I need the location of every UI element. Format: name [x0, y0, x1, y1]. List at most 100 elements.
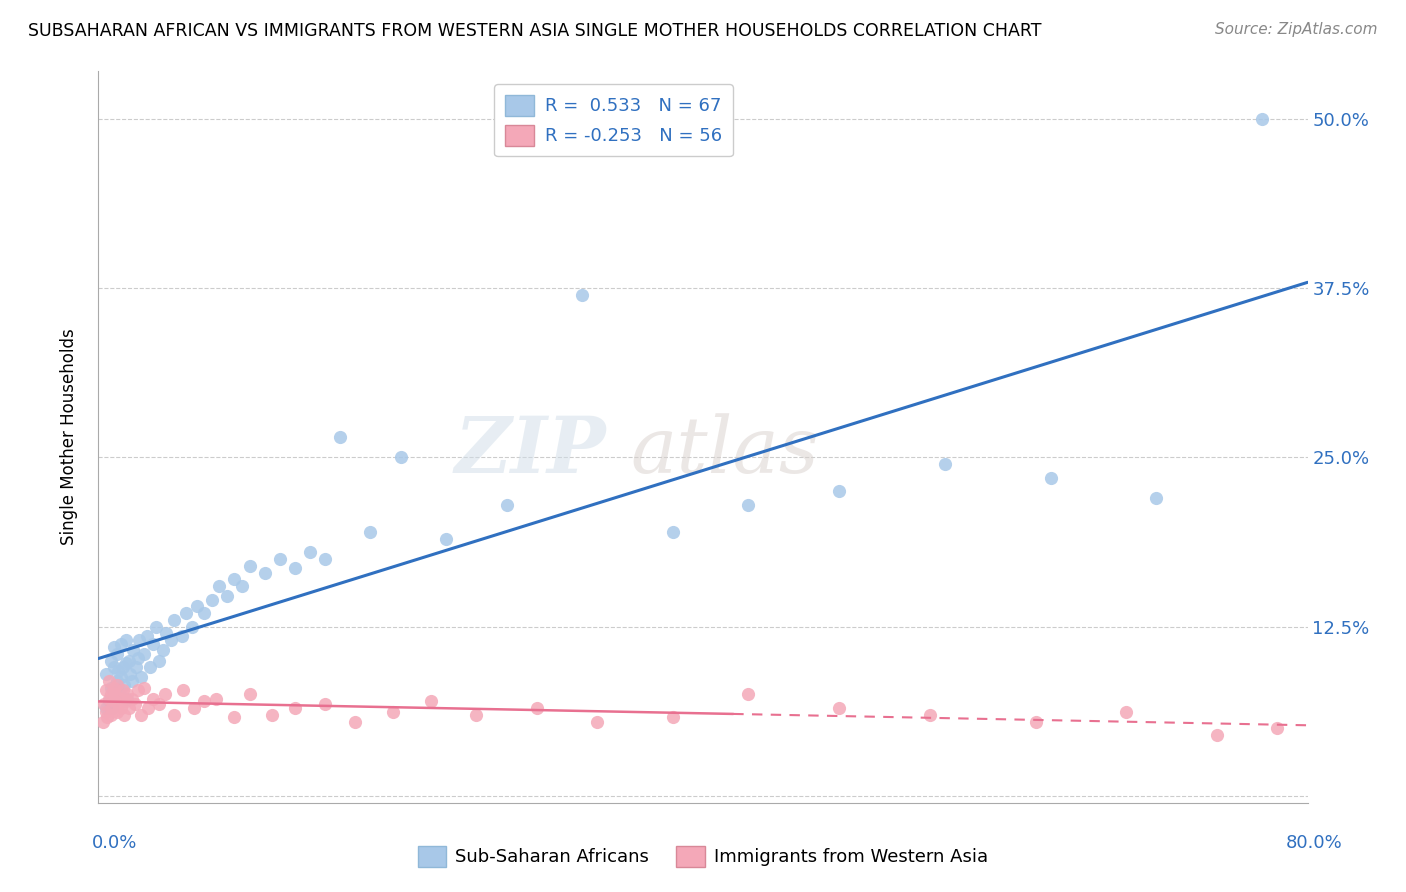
- Point: [934, 457, 956, 471]
- Point: [661, 524, 683, 539]
- Point: [205, 691, 228, 706]
- Point: [284, 701, 307, 715]
- Point: [96, 710, 118, 724]
- Point: [107, 665, 129, 679]
- Text: SUBSAHARAN AFRICAN VS IMMIGRANTS FROM WESTERN ASIA SINGLE MOTHER HOUSEHOLDS CORR: SUBSAHARAN AFRICAN VS IMMIGRANTS FROM WE…: [28, 22, 1042, 40]
- Point: [918, 707, 941, 722]
- Point: [108, 691, 131, 706]
- Point: [122, 642, 145, 657]
- Point: [148, 654, 170, 668]
- Point: [120, 667, 142, 681]
- Point: [152, 642, 174, 657]
- Point: [495, 498, 517, 512]
- Point: [828, 701, 851, 715]
- Point: [115, 688, 138, 702]
- Point: [224, 572, 246, 586]
- Point: [114, 657, 136, 671]
- Point: [94, 705, 117, 719]
- Point: [121, 673, 143, 688]
- Point: [1039, 471, 1062, 485]
- Point: [124, 697, 146, 711]
- Point: [118, 701, 141, 715]
- Point: [135, 629, 157, 643]
- Point: [208, 579, 231, 593]
- Point: [139, 660, 162, 674]
- Point: [329, 430, 352, 444]
- Point: [110, 670, 132, 684]
- Point: [193, 606, 215, 620]
- Point: [98, 691, 121, 706]
- Text: ZIP: ZIP: [454, 414, 606, 490]
- Point: [239, 688, 262, 702]
- Point: [110, 701, 132, 715]
- Point: [1251, 112, 1274, 126]
- Point: [111, 683, 134, 698]
- Point: [586, 714, 609, 729]
- Point: [181, 620, 204, 634]
- Point: [98, 694, 121, 708]
- Point: [571, 288, 593, 302]
- Point: [201, 592, 224, 607]
- Point: [284, 561, 307, 575]
- Point: [661, 710, 683, 724]
- Point: [231, 579, 253, 593]
- Point: [1267, 721, 1289, 735]
- Point: [142, 691, 165, 706]
- Point: [1024, 714, 1046, 729]
- Point: [1144, 491, 1167, 505]
- Point: [100, 688, 122, 702]
- Point: [360, 524, 382, 539]
- Point: [465, 707, 488, 722]
- Point: [115, 691, 138, 706]
- Point: [382, 705, 405, 719]
- Point: [1115, 705, 1137, 719]
- Point: [104, 688, 127, 702]
- Point: [186, 599, 208, 614]
- Point: [114, 633, 136, 648]
- Point: [103, 660, 125, 674]
- Point: [420, 694, 443, 708]
- Legend: Sub-Saharan Africans, Immigrants from Western Asia: Sub-Saharan Africans, Immigrants from We…: [411, 838, 995, 874]
- Point: [174, 606, 197, 620]
- Point: [224, 710, 246, 724]
- Point: [103, 640, 125, 654]
- Point: [111, 660, 134, 674]
- Point: [107, 697, 129, 711]
- Point: [112, 678, 135, 692]
- Point: [125, 660, 148, 674]
- Point: [215, 589, 238, 603]
- Point: [145, 620, 167, 634]
- Point: [153, 688, 176, 702]
- Point: [170, 629, 193, 643]
- Point: [108, 683, 131, 698]
- Point: [299, 545, 322, 559]
- Point: [103, 681, 125, 695]
- Point: [314, 697, 336, 711]
- Point: [114, 694, 136, 708]
- Text: atlas: atlas: [630, 414, 820, 490]
- Point: [193, 694, 215, 708]
- Point: [163, 707, 186, 722]
- Point: [389, 450, 412, 465]
- Point: [737, 688, 759, 702]
- Point: [100, 681, 122, 695]
- Point: [239, 558, 262, 573]
- Point: [110, 637, 132, 651]
- Point: [112, 707, 135, 722]
- Point: [94, 683, 117, 698]
- Point: [132, 647, 155, 661]
- Point: [155, 626, 177, 640]
- Point: [101, 701, 124, 715]
- Text: Source: ZipAtlas.com: Source: ZipAtlas.com: [1215, 22, 1378, 37]
- Point: [314, 552, 336, 566]
- Point: [148, 697, 170, 711]
- Point: [129, 670, 152, 684]
- Point: [136, 701, 159, 715]
- Point: [132, 681, 155, 695]
- Point: [104, 688, 127, 702]
- Point: [94, 667, 117, 681]
- Point: [127, 683, 149, 698]
- Point: [183, 701, 205, 715]
- Point: [94, 701, 117, 715]
- Point: [269, 552, 291, 566]
